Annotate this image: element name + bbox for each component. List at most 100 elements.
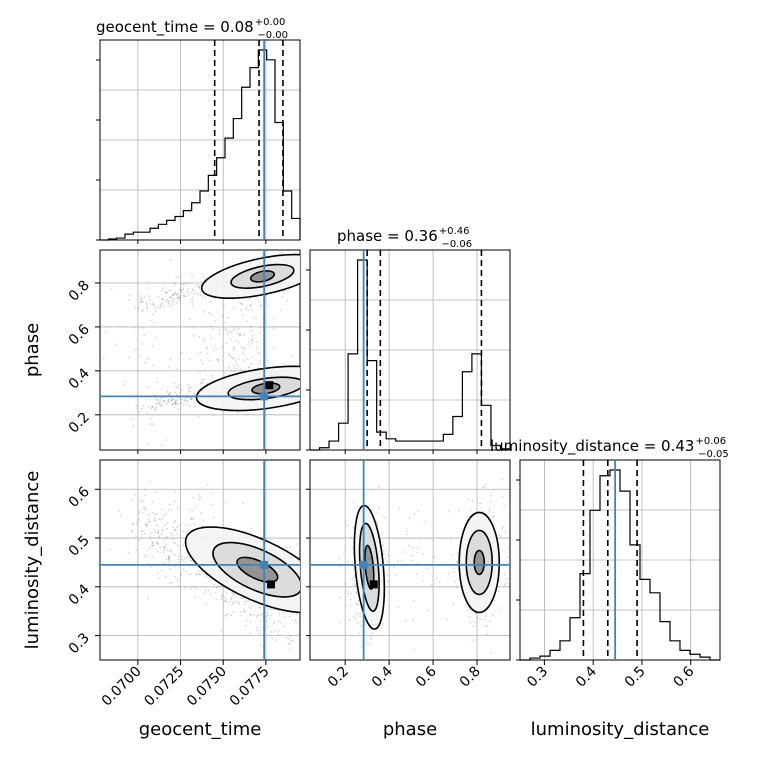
sample-point — [222, 314, 224, 317]
sample-point — [164, 575, 167, 578]
sample-point — [143, 507, 146, 510]
sample-point — [344, 582, 346, 585]
sample-point — [138, 355, 141, 358]
sample-point — [249, 620, 252, 623]
sample-point — [132, 425, 135, 427]
sample-point — [356, 622, 359, 625]
sample-point — [194, 405, 196, 408]
sample-point — [302, 614, 304, 616]
sample-point — [123, 384, 126, 386]
sample-point — [469, 621, 472, 624]
sample-point — [372, 489, 375, 492]
sample-point — [208, 589, 210, 592]
sample-point — [258, 362, 261, 365]
sample-point — [394, 573, 397, 576]
truth-marker — [359, 560, 368, 569]
sample-point — [376, 523, 379, 525]
sample-point — [211, 327, 214, 330]
sample-point — [192, 586, 195, 589]
sample-point — [382, 549, 384, 552]
sample-point — [240, 302, 243, 305]
sample-point — [295, 613, 298, 615]
sample-point — [192, 292, 195, 295]
sample-point — [265, 620, 268, 623]
sample-point — [498, 534, 500, 536]
sample-point — [264, 294, 267, 297]
sample-point — [232, 610, 235, 613]
sample-point — [197, 570, 200, 572]
sample-point — [471, 639, 474, 642]
sample-point — [286, 636, 289, 639]
sample-point — [158, 536, 160, 539]
sample-point — [163, 546, 166, 549]
sample-point — [163, 546, 166, 549]
sample-point — [204, 591, 206, 594]
sample-point — [174, 391, 177, 394]
sample-point — [339, 621, 342, 624]
sample-point — [486, 624, 489, 627]
y-axis-label-phase: phase — [22, 323, 43, 377]
sample-point — [176, 399, 178, 402]
sample-point — [175, 400, 177, 402]
sample-point — [426, 567, 429, 569]
sample-point — [164, 524, 167, 527]
histogram-phase — [310, 259, 511, 451]
sample-point — [275, 639, 277, 641]
sample-point — [235, 332, 238, 335]
sample-point — [234, 328, 236, 331]
sample-point — [290, 639, 293, 642]
sample-point — [412, 618, 414, 621]
sample-point — [172, 542, 175, 545]
sample-point — [164, 513, 167, 516]
sample-point — [408, 516, 411, 519]
sample-point — [157, 402, 160, 405]
sample-point — [250, 325, 253, 328]
sample-point — [142, 530, 145, 532]
sample-point — [251, 330, 253, 332]
sample-point — [153, 519, 156, 522]
sample-point — [171, 403, 174, 406]
sample-point — [301, 640, 303, 642]
sample-point — [151, 345, 154, 348]
panel-frame — [99, 249, 301, 451]
sample-point — [347, 524, 349, 527]
sample-point — [141, 310, 143, 313]
sample-point — [211, 503, 214, 506]
sample-point — [129, 294, 131, 297]
sample-point — [137, 307, 140, 310]
sample-point — [503, 573, 506, 576]
sample-point — [178, 524, 181, 527]
sample-point — [146, 303, 148, 306]
sample-point — [165, 536, 168, 539]
sample-point — [503, 583, 506, 586]
sample-point — [152, 512, 155, 514]
sample-point — [195, 587, 198, 590]
sample-point — [150, 319, 153, 322]
sample-point — [488, 508, 491, 511]
sample-point — [166, 390, 168, 393]
sample-point — [268, 617, 271, 620]
sample-point — [172, 292, 175, 295]
sample-point — [385, 549, 388, 552]
sample-point — [349, 598, 352, 601]
sample-point — [202, 338, 205, 340]
sample-point — [202, 310, 205, 313]
truth-marker — [260, 392, 269, 401]
sample-point — [253, 316, 255, 319]
sample-point — [272, 327, 275, 330]
sample-point — [214, 591, 217, 594]
sample-point — [157, 542, 159, 545]
sample-point — [400, 560, 403, 562]
sample-point — [97, 493, 99, 495]
sample-point — [168, 554, 171, 557]
sample-point — [338, 596, 341, 599]
sample-point — [212, 583, 215, 586]
x-axis-label-geocent-time: geocent_time — [139, 719, 262, 740]
sample-point — [352, 501, 355, 504]
sample-point — [134, 348, 137, 351]
sample-point — [382, 622, 384, 625]
sample-point — [173, 401, 176, 404]
sample-point — [166, 528, 169, 530]
sample-point — [258, 614, 261, 617]
sample-point — [243, 600, 246, 603]
